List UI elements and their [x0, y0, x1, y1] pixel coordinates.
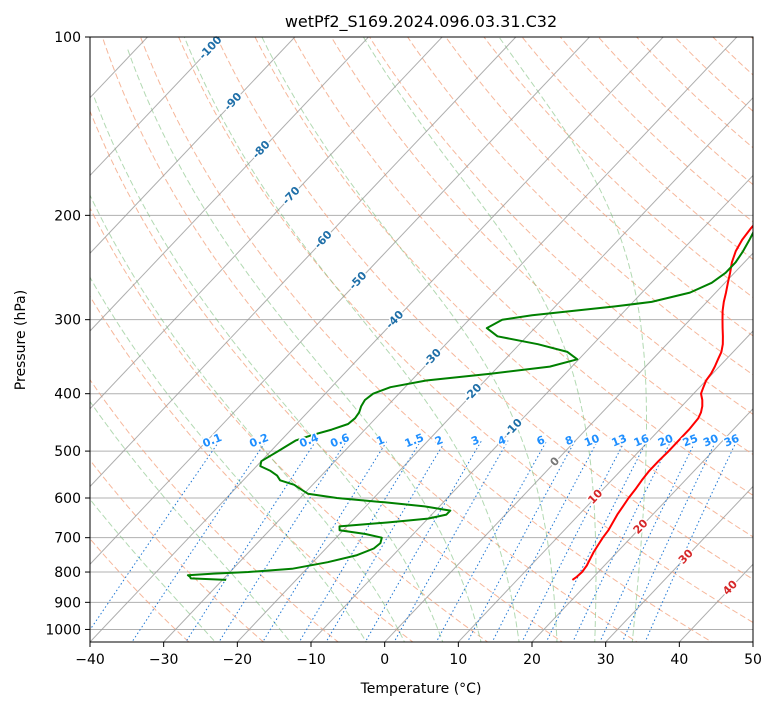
isotherm-line [531, 408, 753, 642]
dry-adiabat [90, 109, 564, 642]
y-tick-label: 800 [54, 565, 81, 581]
dewpoint-profile-line [186, 230, 753, 581]
mixing-ratio-line [599, 440, 697, 642]
moist-adiabat [498, 37, 647, 642]
dry-adiabat [90, 295, 414, 642]
isotherm-line [162, 37, 738, 642]
mixing-ratio-line [466, 440, 576, 642]
dry-adiabat [597, 37, 753, 186]
temperature-profile-line [571, 224, 753, 581]
moist-adiabat [362, 37, 597, 642]
mixing-ratio-line [298, 440, 422, 642]
isotherm-line [457, 330, 753, 642]
isotherm-line [90, 37, 591, 565]
mixing-ratio-label: 20 [656, 432, 675, 450]
dry-adiabat [90, 459, 265, 642]
dry-adiabat [559, 37, 753, 223]
x-axis-label: Temperature (°C) [360, 681, 482, 697]
mixing-ratio-label-group: 20 [655, 430, 677, 451]
x-tick-label: −20 [223, 652, 253, 668]
y-axis-label: Pressure (hPa) [13, 290, 29, 390]
y-tick-label: 200 [54, 208, 81, 224]
y-tick-label: 600 [54, 491, 81, 507]
isotherm-line [90, 37, 296, 254]
x-tick-label: 10 [449, 652, 467, 668]
mixing-ratio-line [90, 440, 221, 631]
y-tick-label: 1000 [45, 622, 81, 638]
isotherm-line [90, 37, 370, 332]
isotherm-line [383, 252, 753, 642]
background-lines [90, 37, 753, 642]
isotherm-line [604, 485, 753, 642]
axes: −40 −30 −20 −10 0 10 20 30 40 50 100 200 300 400 500 60… [45, 30, 762, 668]
mixing-ratio-line [644, 440, 738, 642]
x-tick-label: 30 [597, 652, 615, 668]
mixing-ratio-line [491, 440, 599, 642]
y-tick-label: 400 [54, 387, 81, 403]
x-tick-label: 40 [670, 652, 688, 668]
mixing-ratio-line [262, 440, 388, 642]
moist-adiabat [90, 276, 367, 642]
isotherm-line [310, 174, 753, 642]
moist-adiabat [127, 49, 482, 642]
dry-adiabat [139, 37, 713, 642]
profile-lines [186, 224, 753, 581]
y-tick-label: 700 [54, 531, 81, 547]
moist-adiabat [90, 498, 216, 642]
dry-adiabat [90, 206, 489, 642]
x-tick-label: 50 [744, 652, 762, 668]
x-tick-label: 0 [380, 652, 389, 668]
mixing-ratio-line [572, 440, 672, 642]
x-tick-label: −40 [75, 652, 105, 668]
isotherm-line [90, 37, 664, 642]
x-tick-label: 20 [523, 652, 541, 668]
isotherm-line [90, 37, 222, 177]
dry-adiabat [521, 37, 753, 261]
moist-adiabat [261, 37, 558, 642]
x-tick-label: −30 [149, 652, 179, 668]
moist-adiabat [92, 94, 444, 642]
dry-adiabat [90, 538, 190, 642]
dry-adiabat [330, 37, 753, 456]
plot-frame [89, 36, 754, 643]
moist-adiabat [90, 194, 406, 642]
x-tick-label: −10 [296, 652, 326, 668]
mixing-ratio-line [131, 440, 267, 642]
y-tick-label: 300 [54, 313, 81, 329]
mixing-ratio-line [364, 440, 483, 642]
mixing-ratio-line [325, 440, 447, 642]
isotherm-line [90, 37, 517, 488]
moist-adiabat [90, 400, 291, 642]
dry-adiabat [407, 37, 753, 376]
mixing-ratio-line [393, 440, 509, 642]
y-tick-label: 500 [54, 444, 81, 460]
dry-adiabat [368, 37, 753, 415]
chart-title: wetPf2_S169.2024.096.03.31.C32 [285, 12, 557, 32]
y-tick-label: 900 [54, 595, 81, 611]
dry-adiabat [216, 37, 753, 580]
isotherm-line [90, 37, 443, 410]
y-tick-label: 100 [54, 30, 81, 46]
moist-adiabat [183, 37, 520, 642]
dry-adiabat [101, 37, 638, 642]
isotherm-line [236, 96, 753, 642]
dry-adiabat [178, 37, 753, 624]
mixing-ratio-line [621, 440, 717, 642]
mixing-ratio-line [435, 440, 548, 642]
